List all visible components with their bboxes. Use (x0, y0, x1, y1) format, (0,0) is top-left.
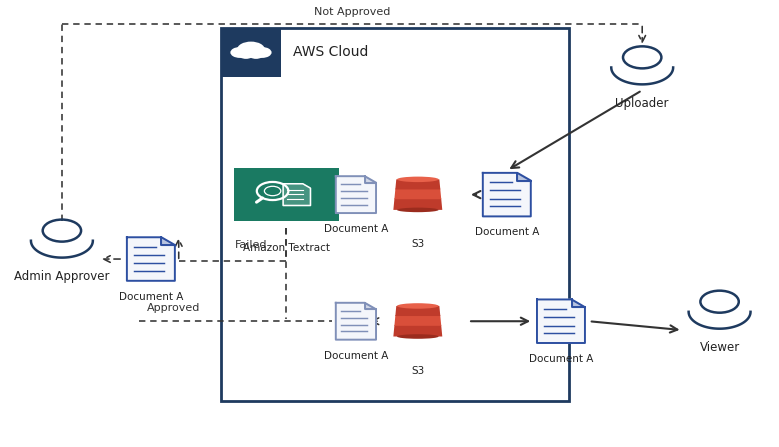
Text: Document A: Document A (324, 351, 388, 361)
Text: S3: S3 (411, 366, 425, 375)
Ellipse shape (397, 334, 439, 339)
Polygon shape (537, 299, 585, 343)
Circle shape (231, 47, 249, 58)
Polygon shape (365, 176, 376, 183)
Polygon shape (394, 189, 441, 199)
FancyBboxPatch shape (220, 28, 569, 401)
Ellipse shape (397, 177, 439, 182)
Polygon shape (483, 173, 530, 216)
Text: Admin Approver: Admin Approver (14, 270, 110, 283)
Circle shape (238, 50, 254, 59)
Polygon shape (394, 315, 441, 326)
Text: Document A: Document A (324, 224, 388, 234)
Polygon shape (127, 237, 174, 281)
Text: Document A: Document A (529, 354, 593, 364)
Ellipse shape (397, 303, 439, 309)
Circle shape (252, 47, 272, 58)
Polygon shape (393, 325, 442, 337)
Text: Failed: Failed (234, 240, 267, 250)
Text: Document A: Document A (474, 228, 539, 237)
Polygon shape (395, 306, 440, 316)
Polygon shape (161, 237, 174, 245)
Polygon shape (393, 198, 442, 210)
Polygon shape (365, 303, 376, 309)
Text: Amazon Textract: Amazon Textract (243, 244, 330, 253)
Circle shape (237, 42, 265, 58)
Text: Viewer: Viewer (700, 341, 740, 354)
FancyBboxPatch shape (220, 28, 281, 77)
Text: Approved: Approved (147, 303, 200, 313)
Polygon shape (572, 299, 585, 307)
Polygon shape (336, 303, 376, 340)
Text: Uploader: Uploader (615, 97, 669, 110)
Polygon shape (283, 184, 311, 206)
Text: Document A: Document A (118, 292, 183, 302)
Text: AWS Cloud: AWS Cloud (293, 46, 368, 59)
Text: Not Approved: Not Approved (314, 7, 390, 17)
Polygon shape (336, 176, 376, 213)
Ellipse shape (397, 207, 439, 212)
Circle shape (249, 50, 264, 59)
Polygon shape (395, 179, 440, 190)
Text: S3: S3 (411, 239, 425, 249)
FancyBboxPatch shape (234, 168, 339, 221)
Polygon shape (517, 173, 530, 181)
